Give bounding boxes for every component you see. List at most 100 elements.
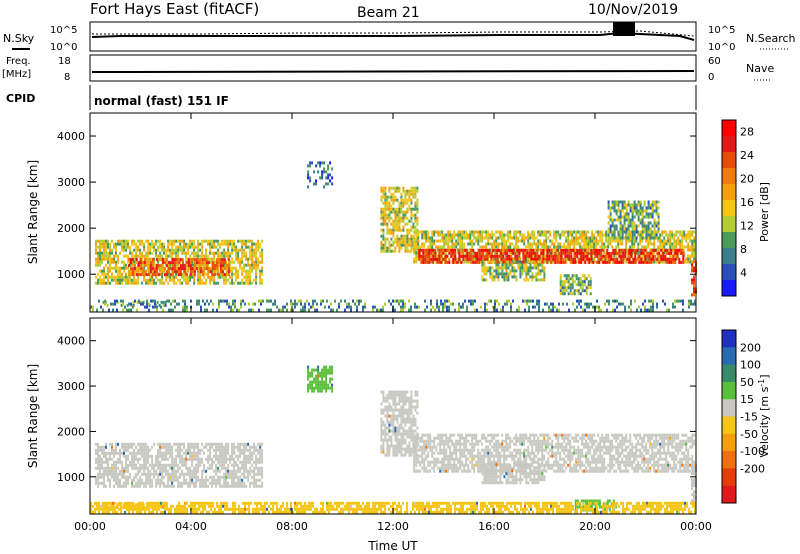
data-cell: [181, 258, 184, 262]
data-cell: [572, 257, 575, 261]
data-cell: [613, 218, 616, 222]
data-cell: [573, 280, 576, 284]
data-cell: [569, 230, 572, 234]
data-cell: [630, 251, 633, 255]
data-cell: [559, 274, 562, 278]
data-cell: [446, 254, 449, 258]
data-cell: [394, 237, 397, 241]
data-cell: [570, 248, 573, 252]
data-cell: [152, 299, 154, 303]
data-cell: [239, 445, 242, 449]
data-cell: [227, 245, 230, 249]
data-cell: [316, 302, 318, 306]
data-cell: [117, 481, 119, 485]
data-cell: [217, 460, 220, 464]
data-cell: [249, 257, 252, 261]
data-cell: [539, 260, 542, 264]
data-cell: [491, 275, 494, 279]
data-cell: [225, 254, 228, 258]
data-cell: [384, 186, 387, 190]
data-cell: [189, 242, 192, 246]
data-cell: [167, 267, 170, 271]
data-cell: [286, 308, 288, 312]
data-cell: [428, 248, 431, 252]
data-cell: [217, 275, 220, 279]
data-cell: [135, 281, 138, 285]
data-cell: [111, 248, 113, 252]
data-cell: [107, 281, 109, 285]
data-cell: [135, 475, 138, 479]
data-cell: [641, 215, 644, 219]
data-cell: [571, 236, 574, 240]
data-cell: [568, 257, 571, 261]
data-cell: [272, 302, 274, 306]
data-cell: [494, 254, 497, 258]
data-cell: [213, 270, 216, 274]
data-cell: [125, 254, 127, 258]
data-cell: [161, 254, 164, 258]
data-cell: [483, 230, 486, 234]
data-cell: [468, 257, 471, 261]
data-cell: [175, 460, 178, 464]
data-cell: [510, 305, 512, 309]
data-cell: [143, 275, 146, 279]
data-cell: [143, 273, 146, 277]
data-cell: [466, 254, 469, 258]
data-cell: [655, 203, 658, 207]
data-cell: [639, 233, 642, 237]
data-cell: [125, 248, 127, 252]
data-cell: [611, 233, 614, 237]
data-cell: [529, 275, 532, 279]
data-cell: [237, 281, 240, 285]
data-cell: [497, 275, 500, 279]
data-cell: [191, 481, 194, 485]
data-cell: [274, 302, 276, 306]
data-cell: [496, 260, 499, 264]
data-cell: [396, 234, 399, 238]
data-cell: [404, 305, 406, 309]
data-cell: [670, 257, 673, 261]
data-cell: [406, 240, 409, 244]
data-cell: [189, 478, 192, 482]
data-cell: [432, 260, 435, 264]
data-cell: [396, 237, 399, 241]
data-cell: [542, 248, 545, 252]
data-cell: [111, 445, 113, 449]
data-cell: [96, 308, 98, 312]
data-cell: [682, 251, 685, 255]
data-cell: [179, 448, 182, 452]
data-cell: [414, 213, 417, 217]
data-cell: [396, 216, 399, 220]
data-cell: [196, 302, 198, 306]
data-cell: [536, 260, 539, 264]
data-cell: [398, 249, 401, 253]
data-cell: [149, 251, 152, 255]
data-cell: [390, 302, 392, 306]
data-cell: [415, 260, 418, 264]
data-cell: [137, 448, 140, 452]
data-cell: [657, 224, 660, 228]
data-cell: [677, 230, 680, 234]
data-cell: [199, 248, 202, 252]
data-cell: [463, 245, 466, 249]
data-cell: [139, 248, 142, 252]
data-cell: [639, 206, 642, 210]
data-cell: [325, 176, 328, 180]
data-cell: [635, 230, 638, 234]
data-cell: [282, 308, 284, 312]
data-cell: [622, 248, 625, 252]
data-cell: [519, 260, 522, 264]
data-cell: [579, 254, 582, 258]
data-cell: [582, 308, 584, 312]
data-cell: [221, 475, 224, 479]
data-cell: [429, 236, 432, 240]
data-cell: [199, 261, 202, 265]
data-cell: [331, 176, 334, 180]
data-cell: [145, 484, 148, 488]
data-cell: [304, 305, 306, 309]
data-cell: [408, 243, 411, 247]
data-cell: [380, 228, 383, 232]
data-cell: [444, 257, 447, 261]
data-cell: [469, 230, 472, 234]
data-cell: [97, 472, 99, 476]
